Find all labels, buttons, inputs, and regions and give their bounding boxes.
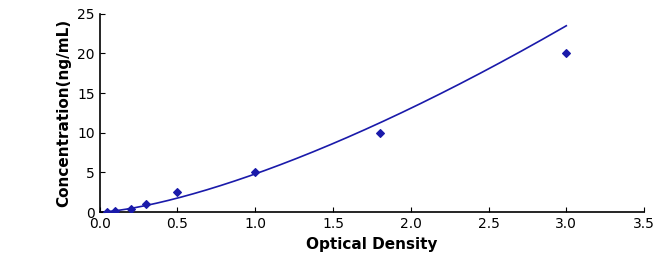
- Y-axis label: Concentration(ng/mL): Concentration(ng/mL): [56, 19, 72, 207]
- X-axis label: Optical Density: Optical Density: [306, 237, 438, 252]
